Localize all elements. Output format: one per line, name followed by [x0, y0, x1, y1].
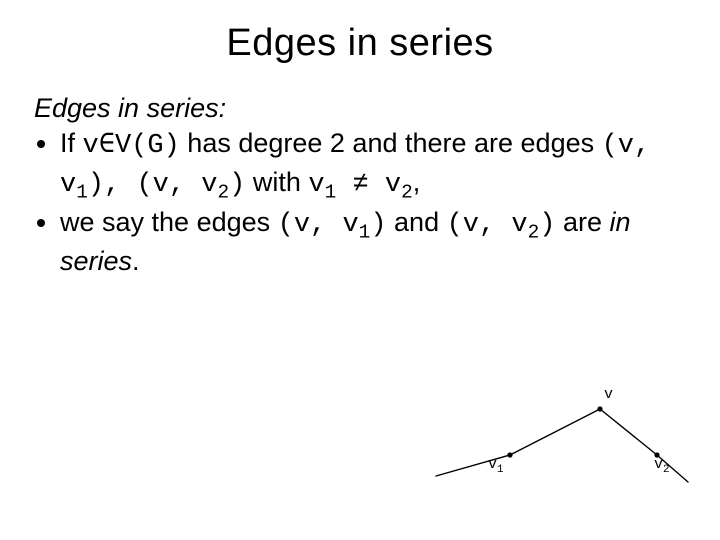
pair1-sub: 1: [76, 181, 88, 203]
text: If: [60, 128, 83, 158]
text: has degree 2 and there are edges: [180, 128, 602, 158]
diagram-label-v2: v2: [654, 456, 670, 473]
slide: Edges in series Edges in series: If v∈V(…: [0, 0, 720, 540]
tail: are: [555, 207, 609, 237]
pair2-close: ): [229, 170, 245, 200]
tail-comma: ,: [413, 167, 421, 197]
v2: v2: [385, 170, 413, 200]
v1: v1: [308, 170, 336, 200]
expr-v: v: [83, 131, 99, 161]
pair2-open: (v, v: [136, 170, 217, 200]
edge1: (v, v1): [278, 210, 387, 240]
diagram-label-v: v: [604, 386, 613, 403]
pair2-sub: 2: [218, 181, 230, 203]
v2-base: v: [385, 170, 401, 200]
neq-symbol: ≠: [336, 170, 385, 200]
expr-vg: V(G): [115, 131, 180, 161]
text: we say the edges: [60, 207, 278, 237]
body-text: Edges in series: If v∈V(G) has degree 2 …: [0, 65, 720, 280]
comma: ,: [104, 170, 136, 200]
bullet-list: If v∈V(G) has degree 2 and there are edg…: [34, 126, 686, 280]
series-diagram: v v1 v2: [432, 380, 690, 500]
pair2: (v, v2): [136, 170, 245, 200]
e1-open: (v, v: [278, 210, 359, 240]
diagram-label-v1: v1: [488, 456, 504, 473]
e1-close: ): [370, 210, 386, 240]
edge2: (v, v2): [447, 210, 556, 240]
v1-sub: 1: [325, 181, 337, 203]
with: with: [245, 167, 308, 197]
period: .: [132, 246, 140, 276]
e2-sub: 2: [528, 222, 540, 244]
page-title: Edges in series: [0, 0, 720, 65]
bullet-item-1: If v∈V(G) has degree 2 and there are edg…: [60, 126, 686, 203]
elem-symbol: ∈: [99, 131, 115, 161]
v2-sub: 2: [401, 181, 413, 203]
pair1-close: ): [88, 170, 104, 200]
subheading: Edges in series:: [34, 93, 686, 124]
diagram-svg: [432, 380, 690, 500]
e2-open: (v, v: [447, 210, 528, 240]
e1-sub: 1: [359, 222, 371, 244]
e2-close: ): [539, 210, 555, 240]
v1-base: v: [308, 170, 324, 200]
and: and: [387, 207, 447, 237]
bullet-item-2: we say the edges (v, v1) and (v, v2) are…: [60, 205, 686, 279]
